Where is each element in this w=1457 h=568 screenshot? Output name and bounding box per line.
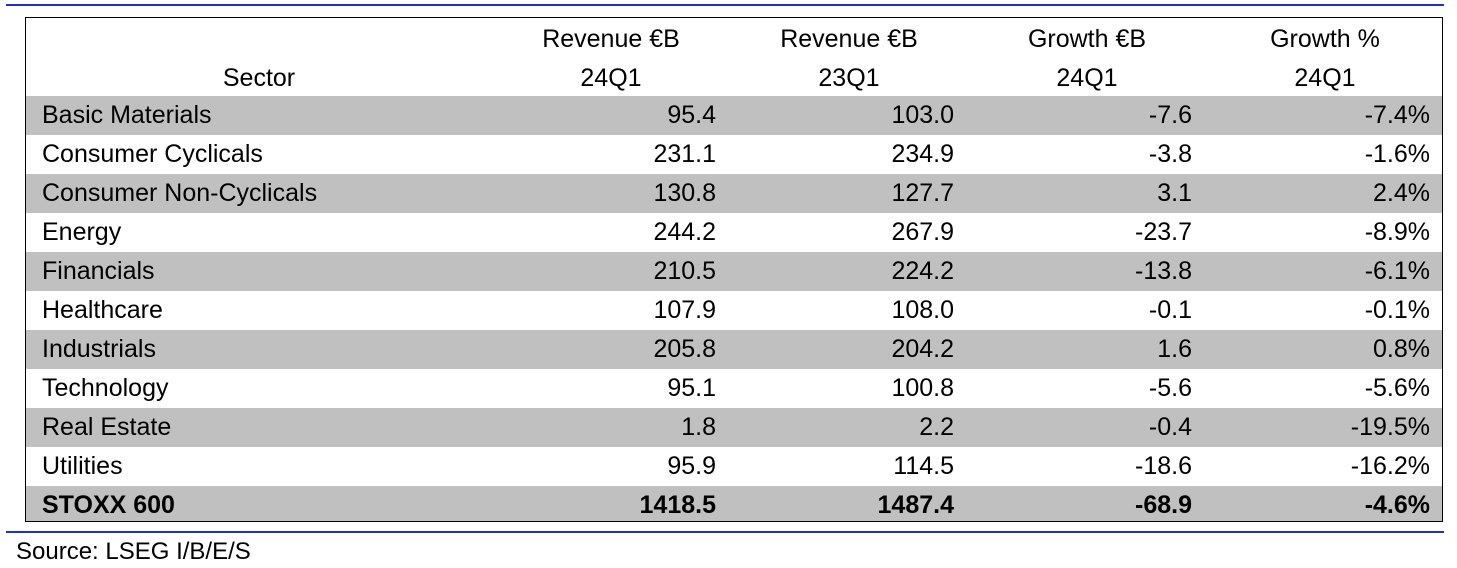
cell-rev24: 210.5 — [492, 252, 730, 291]
cell-growth-pct: -8.9% — [1364, 218, 1430, 246]
cell-growth-eur: -0.1 — [1148, 296, 1192, 324]
cell-sector: Financials — [26, 252, 492, 291]
cell-growth-eur: 3.1 — [968, 174, 1206, 213]
cell-growth-eur: -23.7 — [1135, 218, 1192, 246]
table-row: Utilities 95.9 114.5 -18.6 -16.2% — [26, 447, 1442, 486]
cell-growth-pct: -6.1% — [1206, 252, 1442, 291]
header-growth-eur-line2: 24Q1 — [1056, 64, 1118, 92]
header-rev23-line2: 23Q1 — [818, 64, 880, 92]
total-growth-eur: -68.9 — [968, 486, 1206, 521]
cell-rev23: 114.5 — [893, 452, 954, 480]
cell-rev23: 224.2 — [730, 252, 968, 291]
cell-rev24: 231.1 — [653, 140, 716, 168]
header-growth-pct-line2: 24Q1 — [1294, 64, 1356, 92]
cell-rev24: 95.9 — [667, 452, 716, 480]
cell-rev23: 2.2 — [730, 408, 968, 447]
total-growth-pct: -4.6% — [1206, 486, 1442, 521]
table-row: Technology 95.1 100.8 -5.6 -5.6% — [26, 369, 1442, 408]
cell-growth-pct: -16.2% — [1350, 452, 1430, 480]
cell-rev24: 95.1 — [667, 374, 716, 402]
revenue-table: Revenue €B Revenue €B Growth €B Growth %… — [25, 17, 1443, 522]
top-rule — [6, 4, 1444, 6]
bottom-rule — [6, 531, 1444, 533]
cell-growth-pct: -0.1% — [1364, 296, 1430, 324]
cell-sector: Healthcare — [42, 296, 163, 324]
header-sector-blank — [26, 18, 492, 60]
cell-growth-pct: -7.4% — [1206, 96, 1442, 135]
table-row: Basic Materials 95.4 103.0 -7.6 -7.4% — [26, 96, 1442, 135]
cell-rev24: 1.8 — [492, 408, 730, 447]
cell-rev24: 95.4 — [492, 96, 730, 135]
cell-sector: Consumer Cyclicals — [42, 140, 263, 168]
cell-growth-eur: -3.8 — [1148, 140, 1192, 168]
header-growth-pct-line1: Growth % — [1270, 25, 1380, 53]
cell-rev23: 103.0 — [730, 96, 968, 135]
table-row: Financials 210.5 224.2 -13.8 -6.1% — [26, 252, 1442, 291]
cell-rev23: 267.9 — [891, 218, 954, 246]
header-rev24-line1: Revenue €B — [542, 25, 680, 53]
total-rev24: 1418.5 — [492, 486, 730, 521]
cell-growth-eur: -13.8 — [968, 252, 1206, 291]
table-header: Revenue €B Revenue €B Growth €B Growth %… — [26, 18, 1442, 96]
table-row: Healthcare 107.9 108.0 -0.1 -0.1% — [26, 291, 1442, 330]
cell-growth-pct: -19.5% — [1206, 408, 1442, 447]
total-sector: STOXX 600 — [26, 486, 492, 521]
cell-growth-pct: 2.4% — [1206, 174, 1442, 213]
header-rev23-line1: Revenue €B — [780, 25, 918, 53]
total-row: STOXX 600 1418.5 1487.4 -68.9 -4.6% — [26, 486, 1442, 521]
header-sector: Sector — [222, 64, 296, 92]
cell-sector: Technology — [42, 374, 169, 402]
table-row: Industrials 205.8 204.2 1.6 0.8% — [26, 330, 1442, 369]
cell-rev23: 108.0 — [891, 296, 954, 324]
cell-rev24: 244.2 — [653, 218, 716, 246]
cell-growth-eur: 1.6 — [968, 330, 1206, 369]
table-row: Consumer Non-Cyclicals 130.8 127.7 3.1 2… — [26, 174, 1442, 213]
cell-growth-eur: -18.6 — [1135, 452, 1192, 480]
revenue-table-grid: Revenue €B Revenue €B Growth €B Growth %… — [26, 18, 1442, 521]
cell-sector: Real Estate — [26, 408, 492, 447]
cell-rev24: 130.8 — [492, 174, 730, 213]
table-row: Real Estate 1.8 2.2 -0.4 -19.5% — [26, 408, 1442, 447]
cell-growth-pct: 0.8% — [1206, 330, 1442, 369]
cell-rev23: 234.9 — [891, 140, 954, 168]
cell-growth-pct: -5.6% — [1364, 374, 1430, 402]
cell-sector: Basic Materials — [26, 96, 492, 135]
header-growth-eur-line1: Growth €B — [1027, 25, 1147, 53]
table-row: Consumer Cyclicals 231.1 234.9 -3.8 -1.6… — [26, 135, 1442, 174]
cell-sector: Consumer Non-Cyclicals — [26, 174, 492, 213]
table-body: Basic Materials 95.4 103.0 -7.6 -7.4% Co… — [26, 96, 1442, 521]
total-rev23: 1487.4 — [730, 486, 968, 521]
cell-growth-eur: -5.6 — [1148, 374, 1192, 402]
cell-sector: Industrials — [26, 330, 492, 369]
cell-rev23: 100.8 — [891, 374, 954, 402]
cell-growth-eur: -7.6 — [968, 96, 1206, 135]
table-row: Energy 244.2 267.9 -23.7 -8.9% — [26, 213, 1442, 252]
cell-sector: Utilities — [42, 452, 123, 480]
cell-rev24: 205.8 — [492, 330, 730, 369]
cell-rev23: 204.2 — [730, 330, 968, 369]
header-rev24-line2: 24Q1 — [580, 64, 642, 92]
cell-sector: Energy — [42, 218, 122, 246]
source-note: Source: LSEG I/B/E/S — [16, 538, 251, 565]
cell-rev24: 107.9 — [653, 296, 716, 324]
cell-growth-eur: -0.4 — [968, 408, 1206, 447]
cell-growth-pct: -1.6% — [1364, 140, 1430, 168]
cell-rev23: 127.7 — [730, 174, 968, 213]
